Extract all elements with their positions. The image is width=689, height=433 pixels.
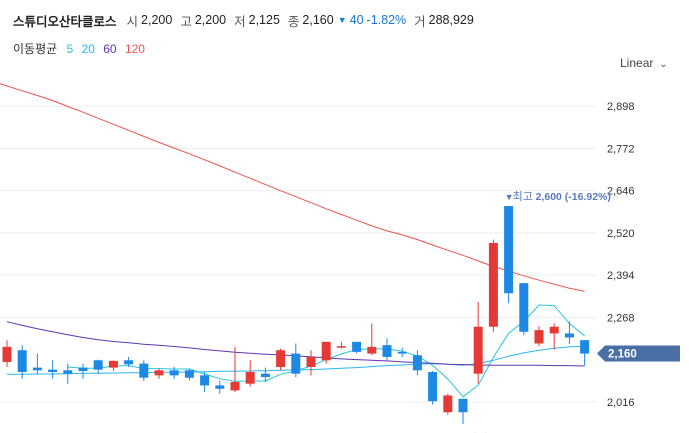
open-label: 시 <box>126 14 139 29</box>
candle-body <box>473 326 483 374</box>
y-tick-label: 2,772 <box>607 143 635 155</box>
y-tick-label: 2,016 <box>607 397 635 409</box>
candle-body <box>276 350 286 367</box>
scale-selector[interactable]: Linear ⌄ <box>620 56 668 70</box>
y-tick-label: 2,520 <box>607 228 635 240</box>
candle-body <box>78 367 88 371</box>
candle-body <box>230 382 240 391</box>
high-value: 2,200 <box>194 13 227 27</box>
candle-body <box>108 360 118 368</box>
close-label: 종 <box>287 14 300 29</box>
ma-20-label: 20 <box>81 42 95 56</box>
low-annotation-label: 최저 <box>467 432 487 433</box>
chevron-down-icon: ⌄ <box>659 59 668 70</box>
candle-body <box>169 370 179 376</box>
change-value: 40 <box>349 13 364 27</box>
candle-body <box>184 370 194 378</box>
candle-body <box>580 340 590 354</box>
candle-body <box>549 326 559 334</box>
candle-body <box>63 370 73 374</box>
candle-body <box>321 341 331 361</box>
moving-average-legend[interactable]: 이동평균 5 20 60 120 <box>13 40 150 57</box>
high-annotation-value: 2,600 (-16.92%) <box>536 191 611 203</box>
candle-body <box>428 371 438 402</box>
candle-body <box>336 346 346 348</box>
change-arrow-icon: ▼ <box>337 15 347 25</box>
ma-5-label: 5 <box>66 42 74 56</box>
candle-body <box>412 355 422 371</box>
candle-body <box>17 350 27 372</box>
candle-body <box>564 333 574 338</box>
close-value: 2,160 <box>302 13 334 27</box>
candle-body <box>519 283 529 332</box>
ma-legend-title: 이동평균 <box>13 42 58 56</box>
current-price-label: 2,160 <box>608 349 637 361</box>
low-value: 2,125 <box>248 13 280 27</box>
stock-name: 스튜디오산타클로스 <box>13 14 117 29</box>
candle-body <box>352 341 362 352</box>
candle-body <box>139 363 149 378</box>
candle-body <box>93 360 103 370</box>
change-percent: -1.82% <box>366 13 407 27</box>
open-value: 2,200 <box>141 13 173 27</box>
candle-body <box>2 346 12 362</box>
volume-value: 288,929 <box>428 13 474 27</box>
candle-body <box>488 242 498 327</box>
high-label: 고 <box>180 14 192 29</box>
candle-body <box>200 375 210 386</box>
volume-label: 거 <box>414 14 426 29</box>
high-marker-icon: ▼ <box>505 192 514 202</box>
candle-body <box>397 351 407 354</box>
ohlc-info-line: 스튜디오산타클로스 시 2,200 고 2,200 저 2,125 종 2,16… <box>13 11 482 29</box>
candle-body <box>443 395 453 413</box>
candle-body <box>245 371 255 384</box>
candle-body <box>124 360 134 365</box>
y-tick-label: 2,646 <box>607 186 635 198</box>
candle-body <box>534 330 544 344</box>
candle-body <box>458 398 468 413</box>
candle-body <box>382 345 392 357</box>
candle-body <box>154 370 164 376</box>
ma-60-label: 60 <box>103 42 117 56</box>
current-price-tag <box>597 345 680 362</box>
candle-body <box>48 369 58 372</box>
candle-body <box>260 373 270 378</box>
low-label: 저 <box>234 14 246 29</box>
high-annotation-label: 최고 <box>513 190 533 203</box>
candle-body <box>291 353 301 374</box>
ma-120-line <box>0 83 585 292</box>
candle-body <box>32 367 42 371</box>
candle-body <box>504 206 514 294</box>
y-tick-label: 2,268 <box>607 312 635 324</box>
candle-body <box>215 385 225 389</box>
scale-value: Linear <box>620 56 654 70</box>
candle-body <box>306 356 316 367</box>
candle-body <box>367 346 377 354</box>
ma-120-label: 120 <box>124 42 145 56</box>
y-tick-label: 2,394 <box>607 270 635 282</box>
y-tick-label: 2,898 <box>607 101 635 113</box>
